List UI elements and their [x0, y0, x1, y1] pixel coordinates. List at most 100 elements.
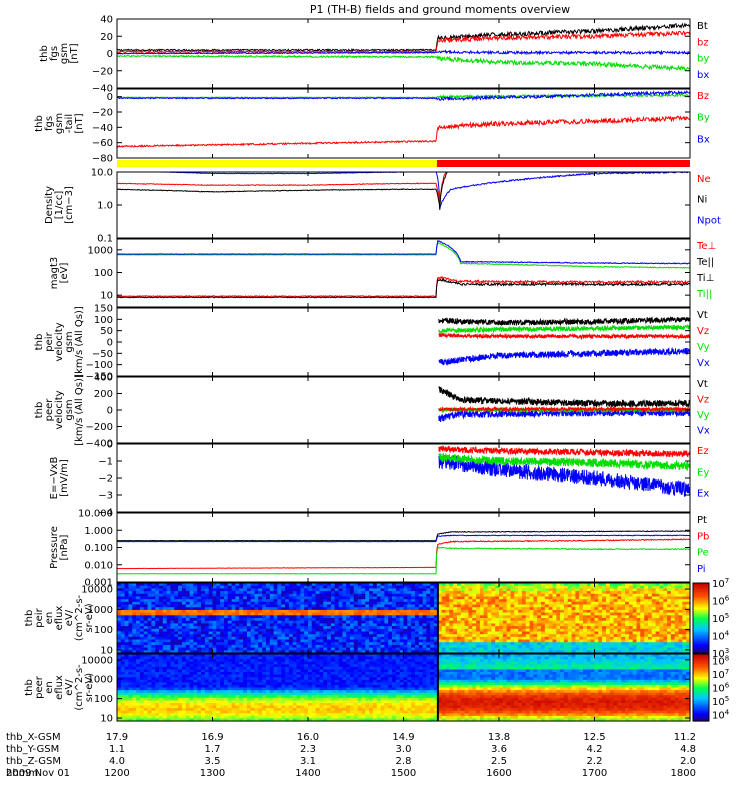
spectrogram-peir_en-cell — [288, 650, 294, 654]
spectrogram-peir_en-cell — [170, 609, 175, 614]
spectrogram-peir_en-cell — [254, 604, 259, 608]
spectrogram-peir_en-cell — [449, 615, 454, 619]
spectrogram-peir_en-cell — [506, 642, 511, 646]
spectrogram-peir_en-cell — [120, 583, 126, 587]
spectrogram-peir_en-cell — [136, 593, 141, 598]
spectrogram-peir_en-cell — [128, 607, 133, 611]
spectrogram-peir_en-cell — [384, 618, 389, 622]
spectrogram-peir_en-cell — [399, 615, 405, 619]
spectrogram-peir_en-cell — [288, 599, 294, 603]
spectrogram-peir_en-cell — [216, 612, 221, 616]
spectrogram-peir_en-cell — [147, 607, 152, 611]
spectrogram-peir_en-cell — [269, 634, 275, 638]
spectrogram-peer_en-cell — [132, 677, 137, 681]
spectrogram-peir_en-cell — [434, 628, 439, 633]
spectrogram-peir_en-cell — [258, 609, 263, 614]
spectrogram-peir_en-cell — [476, 591, 481, 595]
spectrogram-peir_en-cell — [231, 593, 236, 598]
spectrogram-peir_en-cell — [155, 618, 160, 622]
spectrogram-peir_en-cell — [506, 628, 511, 633]
spectrogram-peir_en-cell — [300, 626, 305, 630]
spectrogram-peer_en-cell — [132, 669, 137, 673]
spectrogram-peir_en-cell — [155, 583, 160, 587]
spectrogram-peir_en-cell — [648, 615, 653, 619]
spectrogram-peir_en-cell — [583, 596, 588, 600]
spectrogram-peer_en-cell — [139, 659, 145, 663]
spectrogram-peir_en-cell — [632, 591, 638, 595]
panel-fgs_tail-ytick-label: −80 — [92, 154, 113, 165]
spectrogram-peir_en-cell — [460, 601, 466, 606]
spectrogram-peir_en-cell — [369, 647, 374, 651]
spectrogram-peir_en-cell — [678, 583, 683, 587]
spectrogram-peer_en-cell — [147, 718, 152, 722]
spectrogram-peir_en-cell — [632, 628, 638, 633]
spectrogram-peir_en-cell — [457, 636, 462, 641]
spectrogram-peir_en-cell — [674, 639, 680, 643]
spectrogram-peir_en-cell — [644, 636, 649, 641]
spectrogram-peir_en-cell — [250, 588, 256, 592]
spectrogram-peir_en-cell — [246, 615, 252, 619]
spectrogram-peir_en-cell — [262, 618, 267, 622]
spectrogram-peir_en-cell — [556, 642, 561, 646]
spectrogram-peir_en-cell — [166, 623, 172, 627]
spectrogram-peir_en-cell — [288, 588, 294, 592]
spectrogram-peir_en-cell — [224, 634, 229, 638]
spectrogram-peer_en-cell — [189, 684, 194, 689]
panel-fgs_b-ytick-label: 20 — [100, 32, 113, 43]
spectrogram-peir_en-cell — [243, 615, 248, 619]
spectrogram-peir_en-cell — [254, 639, 259, 643]
spectrogram-peer_en-cell — [162, 682, 168, 686]
spectrogram-peer_en-cell — [174, 703, 179, 707]
spectrogram-peir_en-cell — [686, 583, 691, 587]
spectrogram-peir_en-cell — [552, 588, 557, 592]
spectrogram-peir_en-cell — [628, 618, 634, 622]
spectrogram-peir_en-cell — [166, 591, 172, 595]
spectrogram-peir_en-cell — [682, 634, 687, 638]
spectrogram-peir_en-cell — [625, 636, 630, 641]
spectrogram-peir_en-cell — [288, 626, 294, 630]
spectrogram-peir_en-cell — [128, 604, 133, 608]
spectrogram-peir_en-cell — [487, 628, 492, 633]
spectrogram-peir_en-cell — [644, 647, 649, 651]
spectrogram-peir_en-cell — [327, 620, 332, 624]
spectrogram-peer_en-cell — [193, 705, 198, 709]
spectrogram-peir_en-cell — [178, 620, 183, 624]
spectrogram-peir_en-cell — [323, 607, 328, 611]
spectrogram-peir_en-cell — [136, 628, 141, 633]
spectrogram-peir_en-cell — [162, 607, 168, 611]
spectrogram-peir_en-cell — [117, 599, 122, 603]
spectrogram-peer_en-cell — [174, 692, 179, 696]
spectrogram-peir_en-cell — [556, 631, 561, 635]
spectrogram-peer_en-cell — [174, 672, 179, 676]
spectrogram-peir_en-cell — [686, 650, 691, 654]
spectrogram-peer_en-cell — [193, 682, 198, 686]
spectrogram-peir_en-cell — [117, 591, 122, 595]
spectrogram-peer_en-cell — [201, 661, 206, 665]
panel-peir_vel-ylabel: [km/s (All Qs)] — [74, 306, 85, 378]
spectrogram-peir_en-cell — [357, 631, 363, 635]
spectrogram-peir_en-cell — [529, 583, 534, 587]
spectrogram-peir_en-cell — [124, 618, 129, 622]
spectrogram-peir_en-cell — [174, 596, 179, 600]
spectrogram-peir_en-cell — [403, 593, 408, 598]
spectrogram-peir_en-cell — [407, 596, 412, 600]
spectrogram-peir_en-cell — [288, 601, 294, 606]
spectrogram-peir_en-cell — [254, 636, 259, 641]
spectrogram-peir_en-cell — [403, 631, 408, 635]
spectrogram-peer_en-cell — [212, 679, 217, 683]
spectrogram-peir_en-cell — [136, 612, 141, 616]
spectrogram-peir_en-cell — [674, 612, 680, 616]
spectrogram-peir_en-cell — [457, 634, 462, 638]
spectrogram-peir_en-cell — [457, 588, 462, 592]
spectrogram-peir_en-cell — [124, 593, 129, 598]
spectrogram-peir_en-cell — [521, 620, 527, 624]
spectrogram-peir_en-cell — [571, 599, 576, 603]
spectrogram-peir_en-cell — [560, 583, 565, 587]
spectrogram-peir_en-cell — [529, 636, 534, 641]
spectrogram-peer_en-cell — [151, 654, 156, 658]
spectrogram-peir_en-cell — [361, 609, 366, 614]
spectrogram-peir_en-cell — [632, 601, 638, 606]
spectrogram-peir_en-cell — [155, 609, 160, 614]
spectrogram-peir_en-cell — [418, 639, 424, 643]
spectrogram-peer_en-cell — [155, 697, 160, 701]
